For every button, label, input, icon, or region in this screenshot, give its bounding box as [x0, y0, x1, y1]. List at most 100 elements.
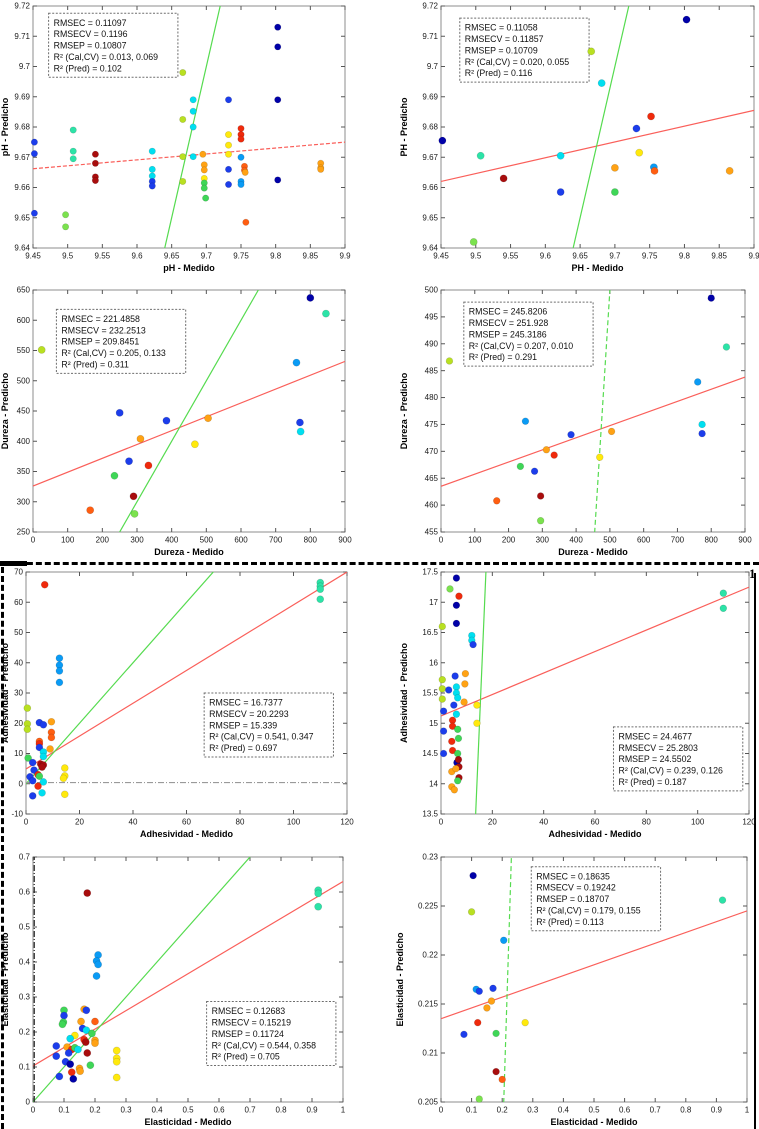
reference-lines — [33, 290, 345, 532]
axis-ticks — [440, 856, 748, 1103]
svg-text:9.9: 9.9 — [748, 252, 759, 261]
svg-text:R² (Cal,CV) = 0.205, 0.133: R² (Cal,CV) = 0.205, 0.133 — [61, 348, 165, 358]
points-layer — [37, 293, 330, 518]
svg-text:R² (Cal,CV) = 0.207, 0.010: R² (Cal,CV) = 0.207, 0.010 — [469, 341, 573, 351]
svg-text:16.5: 16.5 — [422, 628, 438, 637]
svg-text:0: 0 — [31, 536, 36, 545]
svg-text:0.22: 0.22 — [422, 951, 438, 960]
svg-text:9.64: 9.64 — [422, 244, 438, 253]
svg-text:9.55: 9.55 — [503, 252, 519, 261]
svg-text:900: 900 — [738, 536, 752, 545]
svg-text:0.4: 0.4 — [558, 1106, 570, 1115]
axis-ticks — [440, 5, 755, 249]
fit-line — [33, 141, 345, 170]
tick-labels: 0 100 200 300 400 500 600 700 800 900 250 300 350 400… — [17, 286, 353, 545]
svg-text:9.65: 9.65 — [164, 252, 180, 261]
svg-text:RMSECV = 0.19242: RMSECV = 0.19242 — [536, 883, 616, 893]
svg-text:9.55: 9.55 — [95, 252, 111, 261]
svg-text:R² (Pred) = 0.113: R² (Pred) = 0.113 — [536, 917, 604, 927]
svg-text:490: 490 — [425, 339, 439, 348]
svg-text:0.9: 0.9 — [711, 1106, 723, 1115]
svg-text:RMSECV = 0.11857: RMSECV = 0.11857 — [465, 34, 544, 44]
x-axis-label: Adhesividad - Medido — [140, 829, 234, 839]
svg-text:RMSEC = 221.4858: RMSEC = 221.4858 — [61, 314, 140, 324]
svg-text:50: 50 — [14, 628, 23, 637]
svg-text:0.7: 0.7 — [19, 853, 31, 862]
svg-text:9.65: 9.65 — [14, 213, 30, 222]
section-divider-dashed-line — [0, 562, 759, 565]
svg-text:RMSEC = 16.7377: RMSEC = 16.7377 — [209, 698, 283, 708]
svg-text:0.9: 0.9 — [306, 1106, 318, 1115]
points-layer — [445, 294, 731, 525]
svg-text:100: 100 — [468, 536, 482, 545]
svg-text:600: 600 — [17, 316, 31, 325]
svg-text:9.8: 9.8 — [679, 252, 691, 261]
svg-text:RMSEC = 245.8206: RMSEC = 245.8206 — [469, 307, 548, 317]
svg-text:0.1: 0.1 — [19, 1063, 31, 1072]
points-layer — [438, 574, 728, 794]
x-axis-label: Adhesividad - Medido — [548, 829, 642, 839]
svg-text:R² (Cal,CV) = 0.013, 0.069: R² (Cal,CV) = 0.013, 0.069 — [54, 52, 158, 62]
svg-text:455: 455 — [425, 528, 439, 537]
svg-text:RMSECV = 251.928: RMSECV = 251.928 — [469, 318, 549, 328]
svg-text:RMSEC = 24.4677: RMSEC = 24.4677 — [618, 731, 692, 741]
svg-text:RMSEC = 0.18635: RMSEC = 0.18635 — [536, 871, 610, 881]
axis-ticks — [32, 5, 346, 249]
svg-text:0.7: 0.7 — [650, 1106, 662, 1115]
svg-text:60: 60 — [14, 598, 23, 607]
svg-text:15.5: 15.5 — [422, 689, 438, 698]
frame-right-border — [754, 573, 756, 1129]
svg-text:120: 120 — [340, 818, 354, 827]
scatter-plot-elasticidad-prediction: 0 0.1 0.2 0.3 0.4 0.5 0.6 0.7 0.8 0.9 1 0.205 0.21 0.… — [379, 847, 759, 1129]
svg-text:RMSECV = 25.2803: RMSECV = 25.2803 — [618, 743, 698, 753]
svg-text:0.1: 0.1 — [466, 1106, 478, 1115]
scatter-plot-ph-prediction: 9.45 9.5 9.55 9.6 9.65 9.7 9.75 9.8 9.85 9.9 9.64 9… — [379, 0, 759, 281]
svg-text:9.45: 9.45 — [433, 252, 449, 261]
svg-text:30: 30 — [14, 689, 23, 698]
svg-text:9.66: 9.66 — [422, 183, 438, 192]
svg-text:17.5: 17.5 — [422, 568, 438, 577]
svg-text:R² (Pred) = 0.311: R² (Pred) = 0.311 — [61, 359, 129, 369]
svg-text:14.5: 14.5 — [422, 749, 438, 758]
svg-text:RMSEP = 0.10807: RMSEP = 0.10807 — [54, 41, 127, 51]
svg-text:0.5: 0.5 — [19, 923, 31, 932]
svg-text:RMSECV = 0.1196: RMSECV = 0.1196 — [54, 29, 128, 39]
svg-text:15: 15 — [429, 719, 438, 728]
svg-text:0: 0 — [439, 1106, 444, 1115]
svg-text:9.45: 9.45 — [25, 252, 41, 261]
section-divider-cap — [0, 561, 27, 566]
tick-labels: 0 100 200 300 400 500 600 700 800 900 455 460 465 470… — [425, 286, 753, 545]
svg-text:9.65: 9.65 — [572, 252, 588, 261]
svg-text:R² (Cal,CV) = 0.179, 0.155: R² (Cal,CV) = 0.179, 0.155 — [536, 906, 640, 916]
svg-text:16: 16 — [429, 658, 438, 667]
svg-text:1: 1 — [745, 1106, 750, 1115]
svg-text:0.2: 0.2 — [497, 1106, 509, 1115]
svg-text:9.65: 9.65 — [422, 213, 438, 222]
svg-text:600: 600 — [234, 536, 248, 545]
points-layer — [438, 15, 734, 246]
svg-text:0.7: 0.7 — [244, 1106, 256, 1115]
svg-text:R² (Pred) = 0.291: R² (Pred) = 0.291 — [469, 352, 537, 362]
svg-text:0.6: 0.6 — [19, 888, 31, 897]
svg-text:480: 480 — [425, 393, 439, 402]
svg-text:RMSEP = 15.339: RMSEP = 15.339 — [209, 720, 277, 730]
y-axis-label: Adhesividad - Predicho — [0, 642, 10, 743]
svg-text:70: 70 — [14, 568, 23, 577]
svg-text:120: 120 — [742, 818, 756, 827]
svg-text:40: 40 — [129, 818, 138, 827]
reference-lines — [441, 572, 749, 814]
svg-text:400: 400 — [569, 536, 583, 545]
svg-text:20: 20 — [488, 818, 497, 827]
svg-text:0.3: 0.3 — [120, 1106, 132, 1115]
svg-text:495: 495 — [425, 312, 439, 321]
svg-text:20: 20 — [14, 719, 23, 728]
svg-text:RMSEP = 24.5502: RMSEP = 24.5502 — [618, 754, 691, 764]
svg-text:250: 250 — [17, 528, 31, 537]
identity-line — [118, 290, 260, 532]
svg-text:9.6: 9.6 — [131, 252, 143, 261]
